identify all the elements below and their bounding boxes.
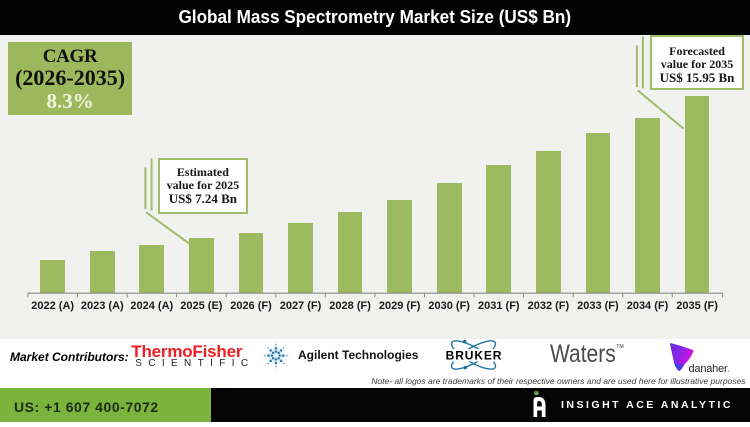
svg-text:BRUKER: BRUKER — [446, 348, 503, 362]
